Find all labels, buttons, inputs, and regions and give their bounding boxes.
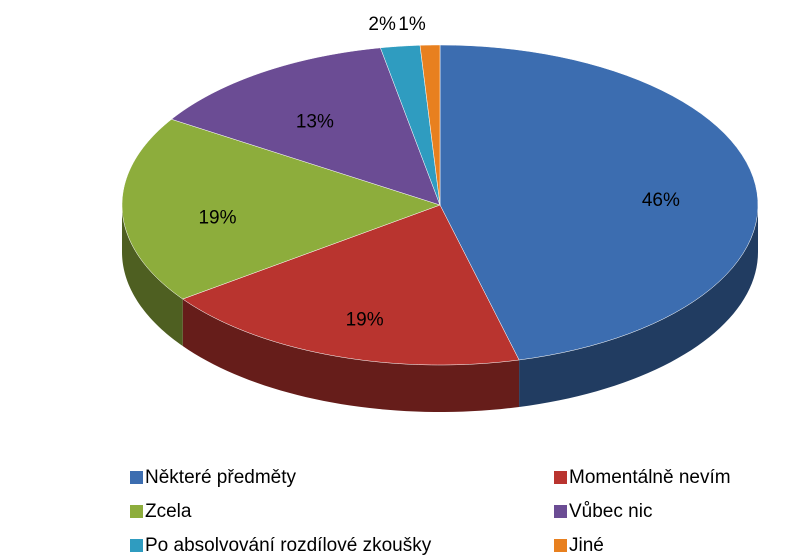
- data-label: 19%: [346, 309, 384, 330]
- pie-slice: [380, 45, 441, 206]
- pie-side: [182, 299, 520, 412]
- legend-label: Momentálně nevím: [569, 467, 731, 488]
- pie-slice: [419, 44, 441, 206]
- legend-label: Zcela: [145, 501, 192, 522]
- legend-swatch: [130, 539, 143, 552]
- data-label: 1%: [398, 14, 426, 35]
- pie-slice: [121, 118, 441, 300]
- pie-slice: [439, 44, 759, 361]
- pie-slice: [182, 204, 520, 366]
- data-label: 19%: [198, 208, 236, 229]
- legend-swatch: [554, 471, 567, 484]
- pie-side: [519, 205, 758, 407]
- legend-label: Po absolvování rozdílové zkoušky: [145, 535, 432, 556]
- legend-swatch: [130, 471, 143, 484]
- data-label: 13%: [296, 111, 334, 132]
- legend-label: Jiné: [569, 535, 604, 556]
- legend-swatch: [554, 505, 567, 518]
- data-label: 2%: [368, 14, 396, 35]
- legend-label: Některé předměty: [145, 467, 297, 488]
- legend-label: Vůbec nic: [569, 501, 652, 522]
- pie-slice: [170, 47, 441, 206]
- pie-side: [122, 205, 183, 347]
- legend-swatch: [554, 539, 567, 552]
- data-label: 46%: [642, 190, 680, 211]
- legend-swatch: [130, 505, 143, 518]
